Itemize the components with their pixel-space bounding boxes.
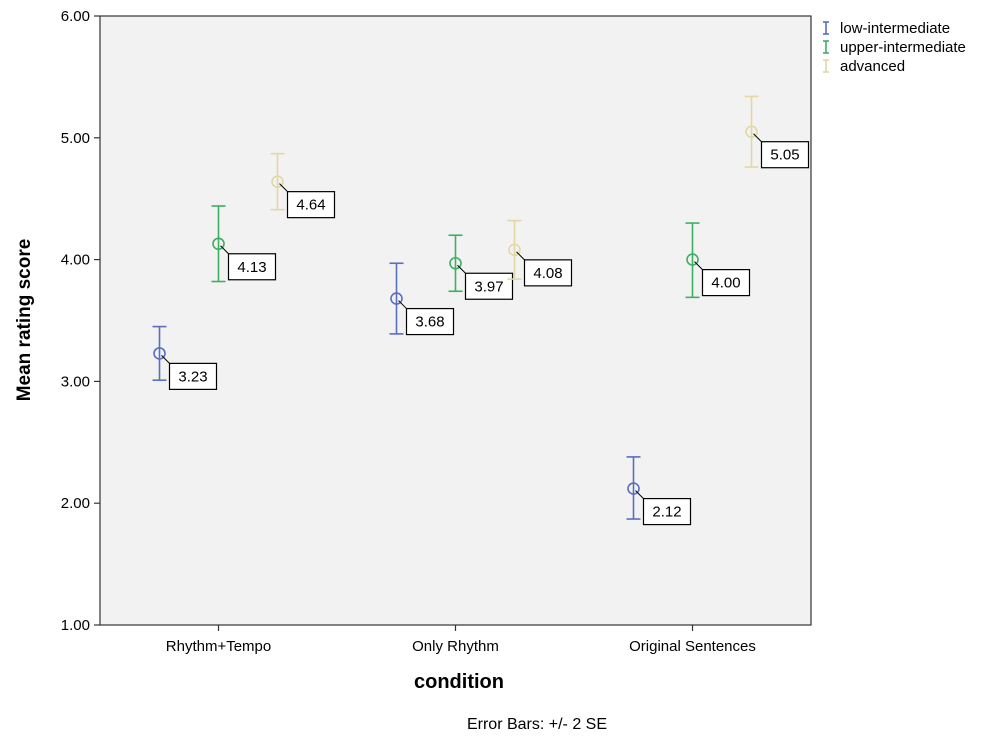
data-label: 3.68 [415, 314, 444, 331]
y-tick-label: 2.00 [61, 495, 90, 512]
y-tick-label: 1.00 [61, 617, 90, 634]
y-tick-label: 4.00 [61, 252, 90, 269]
data-label-box [464, 272, 514, 300]
mean-point [271, 175, 284, 188]
legend-label: upper-intermediate [840, 39, 966, 56]
data-label: 2.12 [652, 504, 681, 521]
y-tick-label: 6.00 [61, 8, 90, 25]
y-axis: 1.00 2.00 3.00 4.00 5.00 6.00 [61, 8, 100, 634]
mean-point [745, 125, 758, 139]
mean-point [627, 482, 640, 495]
mean-point [449, 256, 462, 270]
data-label: 3.23 [178, 368, 207, 385]
mean-point [508, 243, 521, 257]
mean-point [686, 253, 699, 266]
data-marks: 3.23 3.68 2.12 4.13 3.97 4.00 4.64 4.08 5.05 [152, 95, 810, 526]
y-tick-label: 5.00 [61, 130, 90, 147]
data-label-box [168, 362, 218, 390]
label-leader [279, 183, 288, 193]
label-leader [161, 355, 170, 364]
data-label-box [523, 259, 573, 287]
data-label: 5.05 [770, 147, 799, 164]
data-label-box [642, 497, 692, 526]
mean-point [212, 237, 225, 251]
data-label: 4.13 [237, 259, 266, 276]
label-leader [457, 264, 466, 274]
data-label: 4.00 [711, 275, 740, 292]
data-label-box [701, 269, 751, 297]
x-tick-label: Original Sentences [629, 638, 756, 655]
data-label: 4.08 [533, 265, 562, 282]
x-axis: Rhythm+Tempo Only Rhythm Original Sentence… [166, 625, 756, 655]
data-label-box [760, 141, 810, 169]
error-bars-note: Error Bars: +/- 2 SE [467, 716, 607, 733]
data-label-box [405, 307, 455, 336]
y-axis-title: Mean rating score [14, 239, 35, 402]
x-axis-title: condition [414, 671, 504, 693]
data-label: 3.97 [474, 278, 503, 295]
label-leader [398, 300, 407, 309]
legend: low-intermediate upper-intermediate advanc… [823, 20, 966, 75]
label-leader [694, 261, 703, 270]
legend-label: low-intermediate [840, 20, 950, 37]
label-leader [220, 245, 229, 255]
plot-area [99, 15, 812, 626]
legend-label: advanced [840, 58, 905, 75]
label-leader [635, 490, 644, 499]
mean-point [153, 347, 166, 360]
mean-point [390, 292, 403, 305]
data-label-box [227, 253, 277, 281]
label-leader [516, 251, 525, 261]
x-tick-label: Only Rhythm [412, 638, 499, 655]
data-label: 4.64 [296, 197, 325, 214]
x-tick-label: Rhythm+Tempo [166, 638, 271, 655]
label-leader [753, 133, 762, 143]
y-tick-label: 3.00 [61, 373, 90, 390]
data-label-box [286, 191, 336, 219]
